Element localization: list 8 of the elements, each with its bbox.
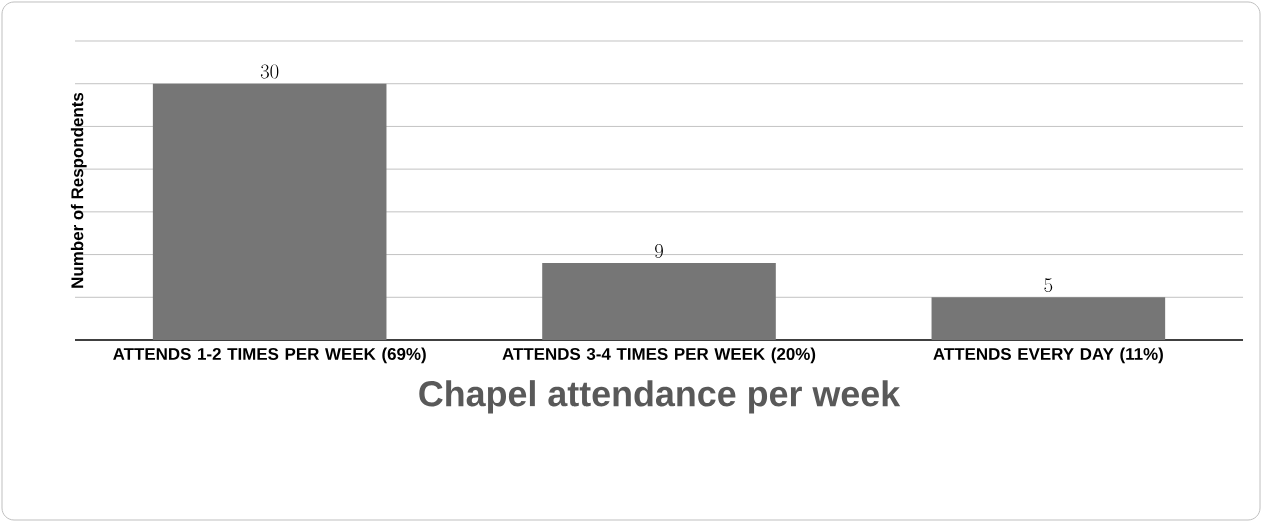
x-tick-label: ATTENDS EVERY DAY (11%) xyxy=(933,347,1163,364)
x-tick-label: ATTENDS 1-2 TIMES PER WEEK (69%) xyxy=(113,347,426,364)
data-label: 5 xyxy=(1044,278,1053,293)
x-tick-label: ATTENDS 3-4 TIMES PER WEEK (20%) xyxy=(502,347,816,364)
y-axis-title: Number of Respondents xyxy=(70,92,87,288)
x-axis-title: Chapel attendance per week xyxy=(419,380,901,414)
data-label: 9 xyxy=(655,243,663,258)
data-label: 30 xyxy=(260,64,279,79)
